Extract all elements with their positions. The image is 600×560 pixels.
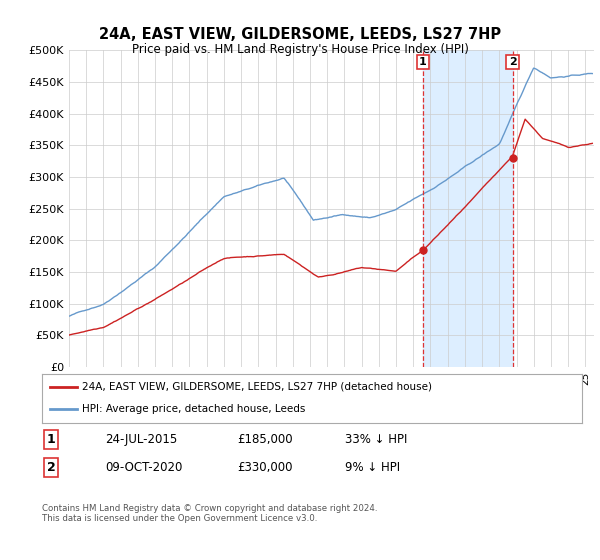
Text: 9% ↓ HPI: 9% ↓ HPI [345, 461, 400, 474]
Text: HPI: Average price, detached house, Leeds: HPI: Average price, detached house, Leed… [83, 404, 306, 414]
Text: 09-OCT-2020: 09-OCT-2020 [105, 461, 182, 474]
Text: 24-JUL-2015: 24-JUL-2015 [105, 433, 177, 446]
Text: 1: 1 [47, 433, 55, 446]
Text: Contains HM Land Registry data © Crown copyright and database right 2024.
This d: Contains HM Land Registry data © Crown c… [42, 504, 377, 524]
Text: Price paid vs. HM Land Registry's House Price Index (HPI): Price paid vs. HM Land Registry's House … [131, 43, 469, 55]
Text: 24A, EAST VIEW, GILDERSOME, LEEDS, LS27 7HP: 24A, EAST VIEW, GILDERSOME, LEEDS, LS27 … [99, 27, 501, 42]
Text: 2: 2 [47, 461, 55, 474]
Text: £330,000: £330,000 [237, 461, 293, 474]
Text: 24A, EAST VIEW, GILDERSOME, LEEDS, LS27 7HP (detached house): 24A, EAST VIEW, GILDERSOME, LEEDS, LS27 … [83, 382, 433, 392]
Text: 1: 1 [419, 57, 427, 67]
Text: 33% ↓ HPI: 33% ↓ HPI [345, 433, 407, 446]
Text: 2: 2 [509, 57, 517, 67]
Bar [423, 50, 512, 367]
Text: £185,000: £185,000 [237, 433, 293, 446]
